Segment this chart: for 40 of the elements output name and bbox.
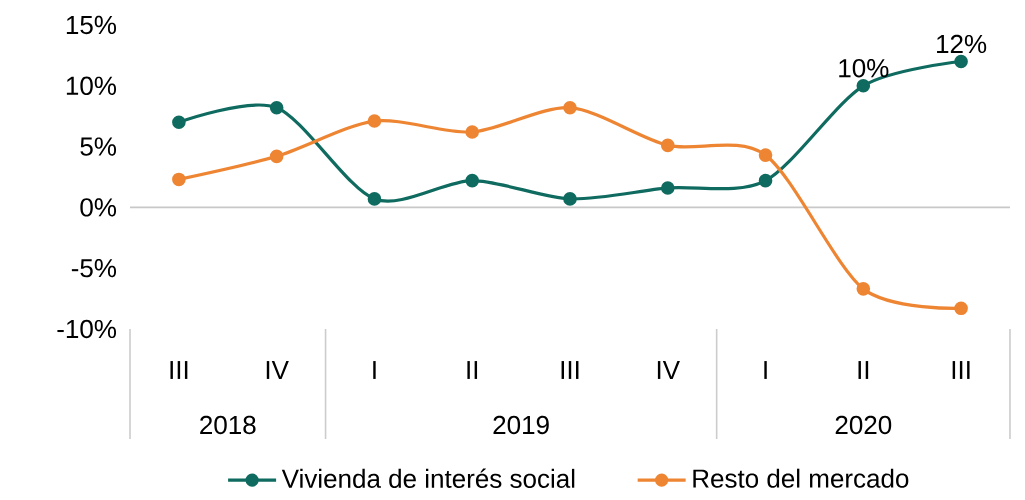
point xyxy=(465,174,480,188)
point xyxy=(660,181,675,195)
text: 2019 xyxy=(493,415,549,435)
y-tick-label: -5% xyxy=(71,259,117,278)
y-tick-label: 15% xyxy=(66,16,117,35)
point xyxy=(269,101,284,115)
x-tick-label: IV xyxy=(657,361,680,380)
point xyxy=(563,101,577,115)
x-tick-label: II xyxy=(858,361,869,380)
point xyxy=(856,282,871,296)
point xyxy=(172,115,186,130)
x-tick-label: III xyxy=(561,361,579,380)
legend-label: Resto del mercado xyxy=(693,468,909,488)
x-tick-label: II xyxy=(467,361,478,380)
point xyxy=(563,192,577,206)
point xyxy=(172,172,186,187)
text: 2020 xyxy=(835,415,892,435)
point xyxy=(954,301,968,316)
data-label: 10% xyxy=(839,59,889,78)
x-tick-label: I xyxy=(373,361,376,380)
y-tick-label: 0% xyxy=(80,198,117,217)
point xyxy=(367,192,382,206)
legend-label: Vivienda de interés social xyxy=(281,468,575,489)
data-label: 12% xyxy=(937,34,987,54)
point xyxy=(269,149,284,164)
x-tick-label: IV xyxy=(266,361,289,380)
point xyxy=(954,54,968,69)
x-tick-label: III xyxy=(952,361,970,380)
y-tick-label: -10% xyxy=(57,319,117,339)
point xyxy=(856,79,871,93)
point xyxy=(465,125,480,140)
point xyxy=(758,174,773,188)
y-tick-label: 5% xyxy=(80,137,117,156)
y-tick-label: 10% xyxy=(66,76,117,96)
point xyxy=(758,148,773,163)
point xyxy=(367,114,382,129)
point xyxy=(660,138,675,153)
x-tick-label: III xyxy=(170,361,188,380)
text: 2018 xyxy=(200,415,256,435)
x-tick-label: I xyxy=(764,361,767,380)
